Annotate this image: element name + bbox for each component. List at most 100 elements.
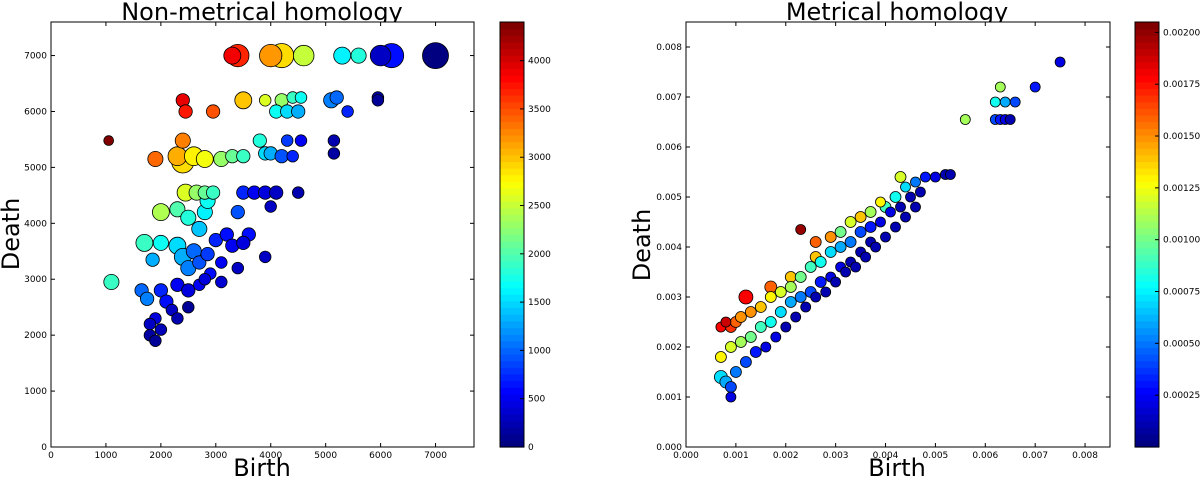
colorbar-segment [500,334,524,342]
colorbar-segment [500,55,524,63]
colorbar-frame [499,21,525,448]
colorbar-segment [1135,400,1159,408]
scatter-point [259,43,283,68]
y-tick-label: 5000 [24,163,47,173]
colorbar-segment [500,181,524,189]
scatter-point [764,291,777,303]
scatter-point [814,256,827,268]
x-tick-label: 0.005 [923,451,949,461]
x-tick-label: 0.004 [873,451,899,461]
scatter-point [231,261,245,275]
scatter-point [720,316,732,328]
scatter-point [281,134,294,147]
scatter-point [875,216,886,228]
colorbar-segment [1135,55,1159,63]
scatter-point [889,191,902,203]
colorbar-tick-label: 0.00100 [1163,236,1200,246]
scatter-point [103,273,120,290]
colorbar-segment [500,148,524,156]
colorbar-segment [1135,307,1159,315]
colorbar-segment [500,340,524,348]
scatter-point [329,90,344,105]
scatter-point [327,134,341,147]
right-plot-area [686,22,1110,447]
colorbar-tick-label: 0 [528,443,534,453]
scatter-point [959,114,971,125]
colorbar-segment [500,280,524,289]
scatter-point [790,311,802,323]
left-plot-frame [50,21,475,448]
y-tick-label: 6000 [24,107,47,117]
colorbar-segment [500,327,524,335]
colorbar-segment [500,247,524,256]
scatter-point [730,366,742,378]
colorbar-segment [1135,407,1159,415]
scatter-point [770,331,782,343]
colorbar-segment [1135,68,1159,76]
scatter-point [178,104,193,119]
colorbar-segment [500,407,524,415]
colorbar-segment [1135,174,1159,182]
colorbar-segment [1135,114,1159,123]
scatter-point [294,91,308,104]
x-tick-label: 0 [48,451,54,461]
scatter-point [135,233,154,252]
scatter-point [894,171,907,183]
colorbar-segment [500,174,524,182]
y-tick-label: 0.007 [656,93,682,103]
colorbar-segment [500,88,524,96]
scatter-point [740,356,752,368]
scatter-point [875,196,886,208]
scatter-point [830,276,841,288]
colorbar-segment [1135,28,1159,36]
scatter-point [371,94,385,107]
scatter-point [1004,114,1016,125]
x-tick-label: 0.000 [673,451,699,461]
right-scatter-marks [714,56,1066,403]
y-tick-label: 0.001 [656,393,682,403]
right-x-axis-label: Birth [868,454,926,481]
left-axis-ticks: 0 1000 2000 3000 4000 5000 6000 7000 0 1000 2000 30… [24,22,474,461]
colorbar-segment [500,420,524,428]
scatter-point [174,132,191,149]
colorbar-segment [1135,227,1159,236]
scatter-point [293,44,315,67]
colorbar-segment [1135,108,1159,116]
scatter-point [154,323,168,336]
x-tick-label: 5000 [314,451,337,461]
scatter-point [252,133,267,148]
colorbar-segment [1135,22,1159,30]
scatter-point [259,94,272,107]
colorbar-frame [1134,21,1160,448]
scatter-point [754,321,767,333]
colorbar-segment [500,35,524,43]
scatter-point [880,231,891,243]
scatter-point [291,104,306,119]
colorbar-segment [1135,320,1159,329]
x-tick-label: 0.002 [773,451,799,461]
colorbar-segment [1135,88,1159,96]
colorbar-segment [500,128,524,136]
y-tick-label: 0.006 [656,143,682,153]
scatter-point [369,44,392,67]
colorbar-segment [500,194,524,202]
scatter-point [794,291,807,303]
colorbar-segment [1135,387,1159,395]
colorbar-segment [500,61,524,70]
colorbar-segment [500,114,524,123]
colorbar-segment [500,274,524,282]
colorbar-segment [1135,141,1159,149]
colorbar-segment [500,188,524,196]
colorbar-segment [1135,393,1159,402]
scatter-point [149,334,162,348]
colorbar-segment [1135,440,1159,448]
y-tick-label: 7000 [24,52,47,62]
scatter-point [764,316,777,328]
scatter-point [844,216,857,228]
scatter-point [784,296,797,308]
colorbar-segment [500,300,524,309]
colorbar-segment [1135,347,1159,355]
scatter-point [195,150,214,168]
right-axis-ticks: 0.000 0.001 0.002 0.003 0.004 0.005 0.006 0.007… [656,22,1110,461]
colorbar-tick-label: 0.00075 [1163,288,1200,298]
